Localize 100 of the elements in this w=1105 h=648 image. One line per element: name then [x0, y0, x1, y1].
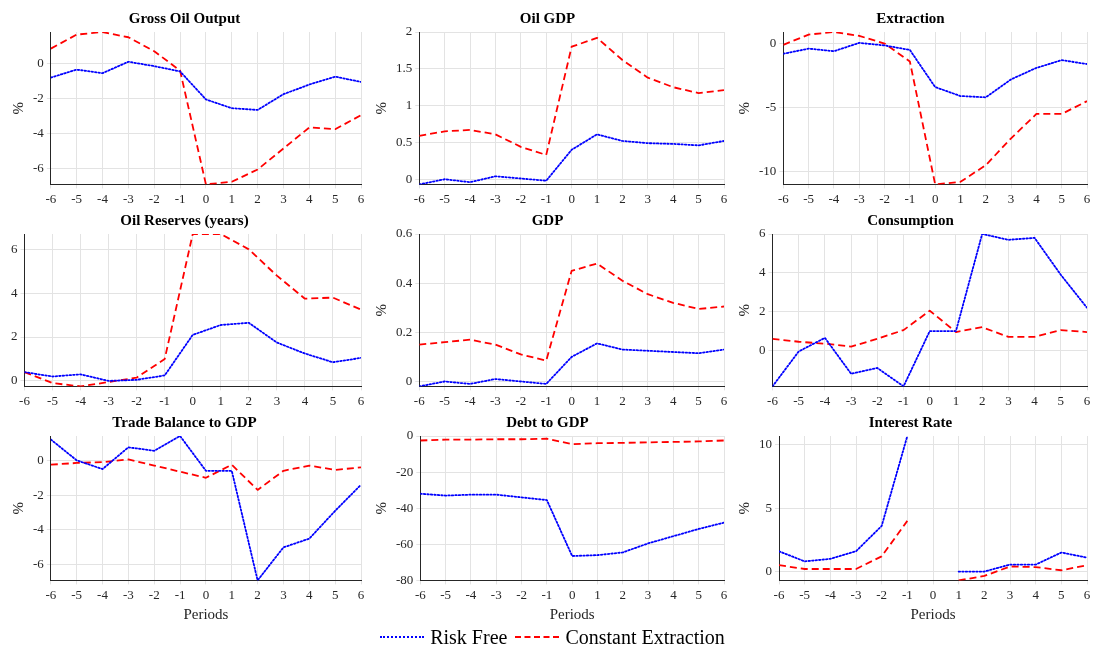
- chart-title: Debt to GDP: [506, 413, 589, 430]
- x-tick-label: -1: [540, 392, 552, 408]
- x-tick-label: 5: [1057, 392, 1065, 408]
- x-tick-label: -1: [898, 392, 909, 408]
- x-tick-label: -2: [516, 586, 527, 602]
- x-tick-label: 1: [217, 392, 225, 408]
- x-tick-label: -2: [148, 586, 160, 602]
- x-axis-title: Periods: [183, 605, 229, 622]
- y-tick-label: -4: [32, 125, 45, 141]
- x-tick-label: 4: [670, 586, 678, 602]
- x-tick-label: 6: [357, 586, 365, 602]
- x-tick-label: -5: [439, 392, 451, 408]
- x-tick-label: 4: [301, 392, 309, 408]
- x-tick-label: -3: [122, 586, 134, 602]
- x-tick-label: -5: [71, 586, 83, 602]
- y-tick-label: 0: [37, 451, 44, 467]
- y-tick-label: 6: [11, 240, 18, 256]
- x-tick-label: -5: [799, 586, 811, 602]
- x-tick-label: 3: [644, 392, 652, 408]
- y-tick-label: 0.2: [396, 323, 413, 339]
- x-tick-label: 1: [593, 392, 601, 408]
- x-tick-label: -3: [845, 392, 857, 408]
- x-tick-label: -2: [876, 586, 888, 602]
- y-tick-label: 0: [759, 341, 766, 357]
- x-tick-label: 1: [228, 190, 236, 206]
- x-tick-label: -3: [490, 586, 502, 602]
- x-tick-label: 6: [357, 190, 365, 206]
- line-series: [50, 458, 361, 491]
- x-tick-label: -1: [174, 190, 186, 206]
- y-tick-label: -10: [758, 163, 777, 179]
- x-tick-label: 1: [593, 190, 601, 206]
- x-tick-label: -2: [515, 392, 527, 408]
- y-tick-label: 1: [405, 97, 413, 113]
- x-tick-label: -5: [71, 190, 83, 206]
- x-tick-label: -4: [97, 190, 109, 206]
- x-tick-label: 3: [280, 586, 287, 602]
- y-tick-label: 0.4: [396, 274, 413, 290]
- x-tick-label: 0: [929, 586, 937, 602]
- x-tick-label: 3: [1006, 586, 1014, 602]
- x-tick-label: 5: [695, 190, 702, 206]
- chart-title: Extraction: [876, 9, 946, 26]
- x-tick-label: -3: [850, 586, 862, 602]
- x-tick-label: -4: [97, 586, 109, 602]
- x-tick-label: 4: [669, 392, 677, 408]
- chart-title: GDP: [531, 211, 564, 228]
- y-tick-label: -60: [395, 535, 414, 551]
- x-tick-label: 2: [978, 392, 986, 408]
- chart-title: Interest Rate: [868, 413, 953, 430]
- line-series: [24, 234, 361, 387]
- x-axis-title: Periods: [910, 605, 956, 622]
- x-tick-label: -5: [803, 190, 815, 206]
- y-tick-label: 2: [405, 23, 413, 39]
- y-tick-label: -6: [32, 160, 45, 176]
- x-tick-label: 3: [1005, 392, 1012, 408]
- y-tick-label: -4: [32, 521, 45, 537]
- y-tick-label: -2: [32, 486, 44, 502]
- y-tick-label: -6: [32, 556, 45, 572]
- x-tick-label: -1: [901, 586, 913, 602]
- line-series: [50, 32, 361, 185]
- x-tick-label: 3: [1007, 190, 1015, 206]
- x-tick-label: -3: [490, 392, 501, 408]
- x-tick-label: -1: [540, 190, 552, 206]
- x-tick-label: 0: [189, 392, 196, 408]
- y-tick-label: -80: [395, 571, 414, 587]
- x-tick-label: 6: [1083, 392, 1091, 408]
- x-tick-label: -4: [464, 190, 476, 206]
- y-tick-label: 6: [759, 225, 766, 241]
- y-axis-title: %: [9, 501, 26, 515]
- x-axis-title: Periods: [549, 605, 595, 622]
- x-tick-label: 5: [695, 586, 702, 602]
- y-tick-label: 0.6: [396, 225, 413, 241]
- x-tick-label: 5: [695, 392, 702, 408]
- x-tick-label: 5: [331, 190, 339, 206]
- chart-title: Oil Reserves (years): [120, 211, 249, 229]
- x-tick-label: 4: [306, 586, 314, 602]
- x-tick-label: -2: [148, 190, 160, 206]
- x-tick-label: -2: [879, 190, 890, 206]
- y-tick-label: 0: [405, 170, 413, 186]
- y-tick-label: -40: [395, 499, 414, 515]
- y-tick-label: 4: [759, 264, 766, 280]
- y-axis-title: %: [372, 303, 389, 317]
- x-tick-label: -4: [828, 190, 840, 206]
- y-tick-label: -5: [765, 98, 777, 114]
- y-tick-label: 0: [765, 562, 772, 578]
- x-tick-label: -3: [490, 190, 501, 206]
- x-tick-label: -2: [515, 190, 527, 206]
- line-series: [24, 321, 361, 382]
- y-tick-label: 1.5: [396, 60, 413, 76]
- x-tick-label: -3: [853, 190, 865, 206]
- x-tick-label: 2: [619, 586, 627, 602]
- x-tick-label: 1: [957, 190, 964, 206]
- x-tick-label: 4: [1033, 190, 1041, 206]
- x-tick-label: 2: [254, 190, 261, 206]
- x-tick-label: 2: [254, 586, 261, 602]
- y-tick-label: 0: [37, 54, 44, 70]
- x-tick-label: 2: [982, 190, 990, 206]
- x-tick-label: 3: [644, 190, 652, 206]
- line-series: [50, 436, 361, 581]
- line-series: [772, 234, 1087, 387]
- y-axis-title: %: [372, 501, 389, 515]
